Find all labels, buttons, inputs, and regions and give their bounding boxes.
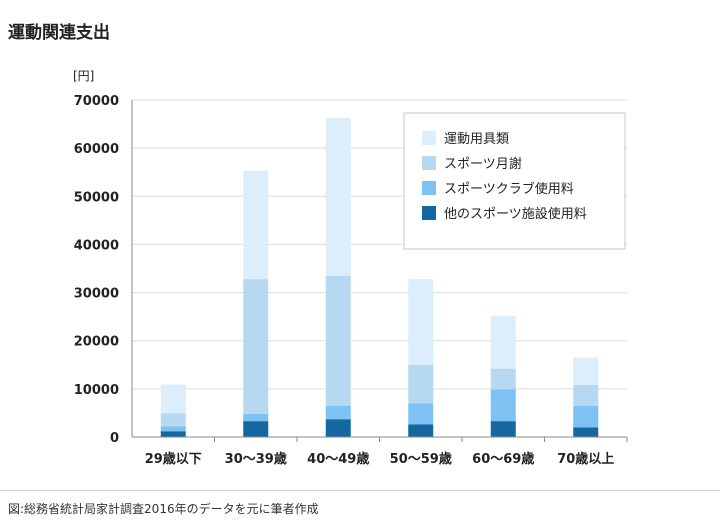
y-tick-label: 70000 [74, 94, 119, 109]
bar-series [160, 117, 599, 437]
source-note: 図:総務省統計局家計調査2016年のデータを元に筆者作成 [8, 502, 319, 516]
legend-swatch [422, 181, 436, 195]
y-tick-label: 30000 [74, 287, 119, 302]
page-title: 運動関連支出 [8, 23, 110, 43]
legend-swatch [422, 206, 436, 220]
x-tick-label: 50〜59歳 [390, 451, 452, 467]
bar-segment [160, 384, 186, 414]
x-tick-label: 40〜49歳 [307, 451, 369, 467]
bar-segment [325, 117, 351, 276]
bar-segment [243, 170, 269, 280]
x-tick-label: 70歳以上 [557, 451, 614, 467]
bar-segment [325, 419, 351, 437]
legend-label: スポーツ月謝 [444, 157, 522, 172]
legend-label: スポーツクラブ使用料 [444, 181, 574, 197]
y-tick-label: 20000 [74, 335, 119, 350]
bar-segment [490, 389, 516, 422]
bar-segment [243, 421, 269, 437]
bar-segment [408, 403, 434, 425]
bar-segment [325, 275, 351, 406]
legend-label: 運動用具類 [444, 132, 509, 147]
bar-segment [408, 279, 434, 365]
bar-segment [243, 413, 269, 422]
y-tick-label: 40000 [74, 238, 119, 253]
legend-swatch [422, 156, 436, 170]
bar-segment [573, 385, 599, 406]
bar-segment [408, 424, 434, 437]
bar-segment [573, 405, 599, 428]
bar-segment [490, 368, 516, 390]
bar-segment [490, 315, 516, 369]
y-tick-label: 60000 [74, 142, 119, 157]
bar-segment [573, 357, 599, 386]
legend-label: 他のスポーツ施設使用料 [444, 206, 587, 222]
bar-segment [325, 405, 351, 420]
axes: [円] 0 10000 20000 30000 40000 50000 60000 70000 2… [73, 69, 628, 467]
x-tick-label: 60〜69歳 [472, 451, 534, 467]
y-axis-label: [円] [73, 69, 94, 83]
y-tick-label: 50000 [74, 190, 119, 205]
legend-swatch [422, 131, 436, 145]
x-tick-label: 30〜39歳 [225, 451, 287, 467]
bar-segment [160, 426, 186, 432]
footer-divider [0, 490, 720, 491]
bar-segment [160, 431, 186, 437]
bar-segment [160, 413, 186, 427]
y-tick-label: 0 [110, 431, 119, 446]
bar-segment [573, 427, 599, 437]
bar-segment [490, 421, 516, 437]
stacked-bar-chart: [円] 0 10000 20000 30000 40000 50000 60000 70000 2… [73, 69, 628, 467]
y-tick-label: 10000 [74, 383, 119, 398]
x-tick-label: 29歳以下 [145, 451, 202, 467]
bar-segment [408, 364, 434, 404]
legend-box [403, 112, 626, 250]
bar-segment [243, 279, 269, 414]
